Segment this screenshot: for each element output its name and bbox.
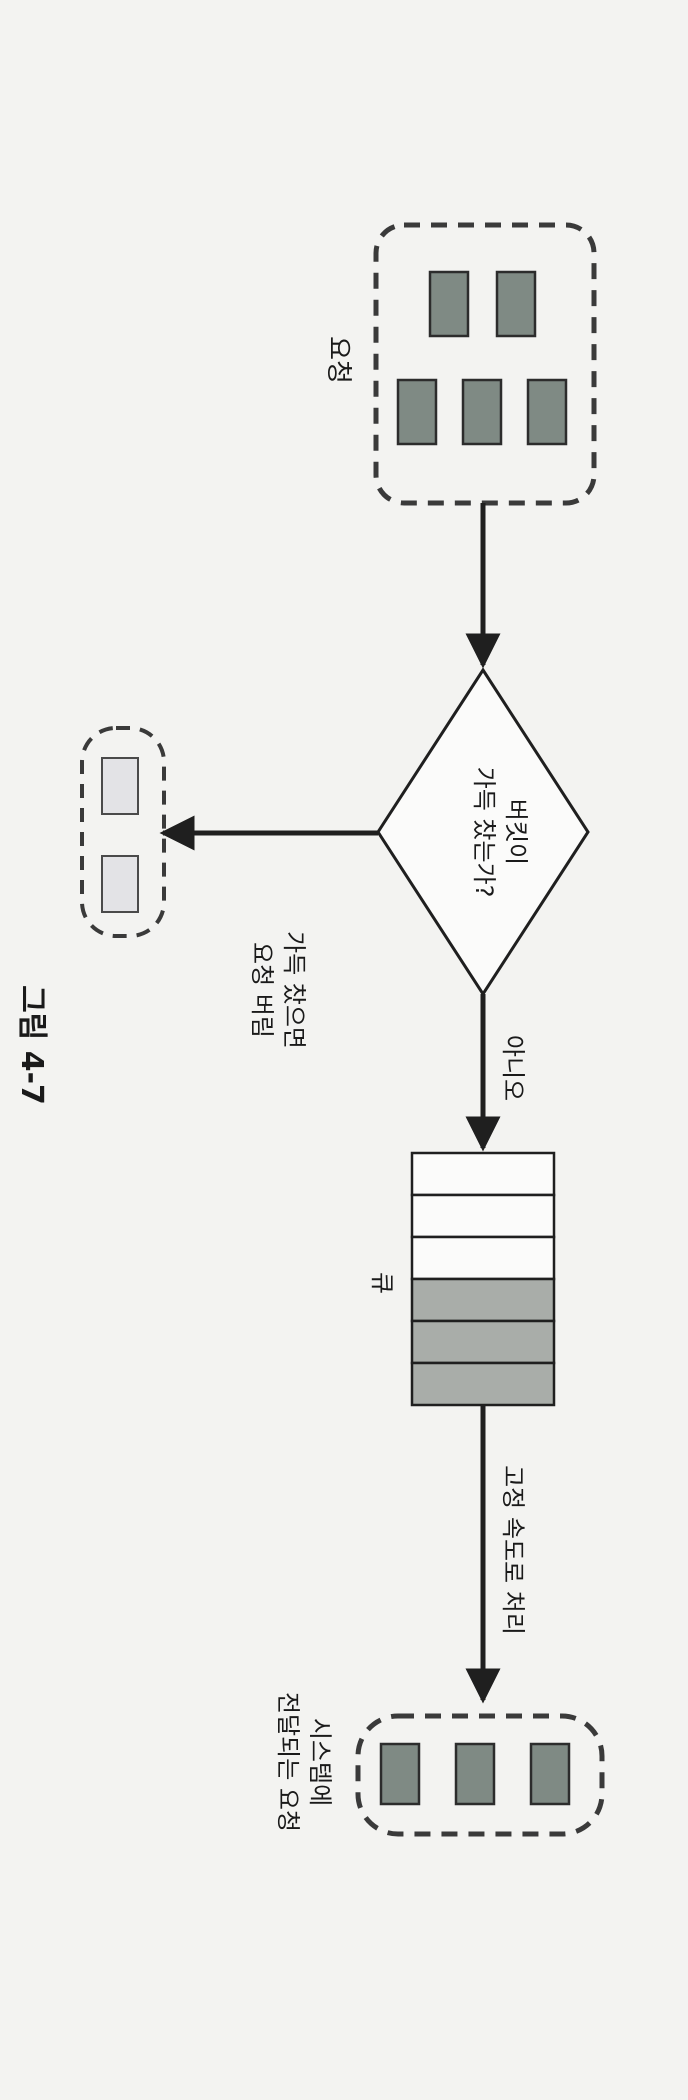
request-box	[495, 270, 537, 338]
request-box	[461, 378, 503, 446]
fixed-rate-edge-label: 고정 속도로 처리	[499, 1465, 527, 1635]
request-box	[396, 378, 438, 446]
delivered-label-line2: 전달되는 요청	[274, 1692, 302, 1832]
request-box	[526, 378, 568, 446]
decision-label-line2: 가득 찼는가?	[470, 767, 498, 898]
requests-label: 요청	[323, 336, 353, 384]
dropped-request-box	[101, 757, 139, 815]
dropped-label-line1: 가득 찼으면	[280, 931, 308, 1049]
dropped-group-border	[80, 726, 166, 938]
delivered-request-box	[454, 1742, 496, 1806]
requests-group-border	[373, 222, 597, 506]
queue-slot-empty	[410, 1193, 556, 1239]
queue-slot-empty	[410, 1151, 556, 1197]
dropped-label-line2: 요청 버림	[248, 942, 276, 1038]
queue-slot-filled	[410, 1361, 556, 1407]
decision-label-line1: 버킷이	[502, 799, 530, 865]
request-box	[428, 270, 470, 338]
queue-label: 큐	[368, 1272, 396, 1294]
figure-caption: 그림 4-7	[14, 985, 49, 1105]
queue-slot-filled	[410, 1277, 556, 1323]
delivered-group-border	[355, 1713, 605, 1837]
delivered-label-line1: 시스템에	[306, 1718, 334, 1806]
queue-slot-filled	[410, 1319, 556, 1365]
delivered-request-box	[379, 1742, 421, 1806]
no-edge-label: 아니오	[499, 1035, 527, 1101]
delivered-request-box	[529, 1742, 571, 1806]
queue	[410, 1151, 556, 1407]
queue-slot-empty	[410, 1235, 556, 1281]
dropped-request-box	[101, 855, 139, 913]
